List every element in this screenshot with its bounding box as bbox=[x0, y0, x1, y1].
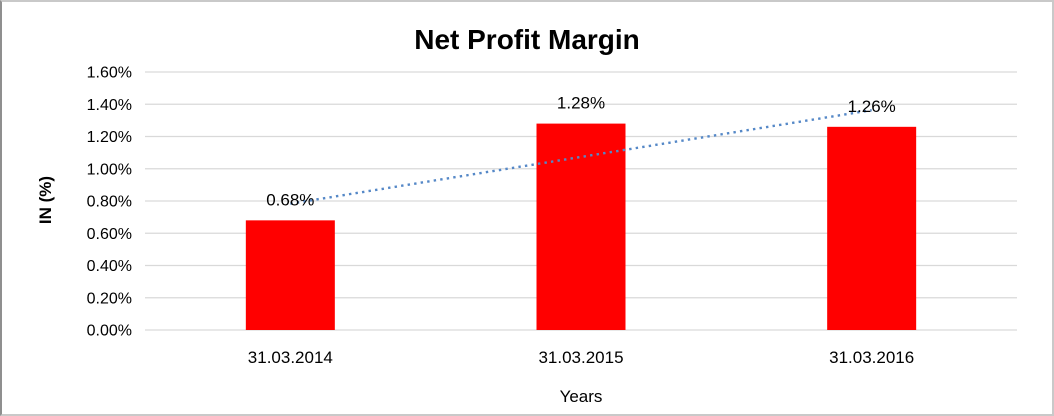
trendline bbox=[290, 108, 872, 205]
data-label: 1.26% bbox=[848, 97, 896, 116]
y-tick-label: 1.20% bbox=[87, 129, 132, 146]
x-tick-label: 31.03.2016 bbox=[829, 348, 914, 367]
y-tick-label: 1.00% bbox=[87, 161, 132, 178]
data-label: 0.68% bbox=[266, 190, 314, 209]
y-tick-label: 0.00% bbox=[87, 323, 132, 340]
y-tick-label: 0.60% bbox=[87, 226, 132, 243]
y-tick-label: 1.60% bbox=[87, 65, 132, 82]
bar-31.03.2016 bbox=[827, 126, 917, 330]
x-tick-label: 31.03.2015 bbox=[538, 348, 623, 367]
bar-31.03.2014 bbox=[245, 220, 335, 330]
chart-title: Net Profit Margin bbox=[414, 24, 640, 55]
bar-31.03.2015 bbox=[536, 123, 626, 330]
y-tick-label: 1.40% bbox=[87, 97, 132, 114]
y-axis-title: IN (%) bbox=[36, 175, 55, 225]
x-tick-label: 31.03.2014 bbox=[248, 348, 333, 367]
y-tick-label: 0.20% bbox=[87, 290, 132, 307]
data-label: 1.28% bbox=[557, 94, 605, 113]
y-tick-label: 0.40% bbox=[87, 258, 132, 275]
y-tick-label: 0.80% bbox=[87, 194, 132, 211]
x-axis-title: Years bbox=[559, 387, 603, 406]
